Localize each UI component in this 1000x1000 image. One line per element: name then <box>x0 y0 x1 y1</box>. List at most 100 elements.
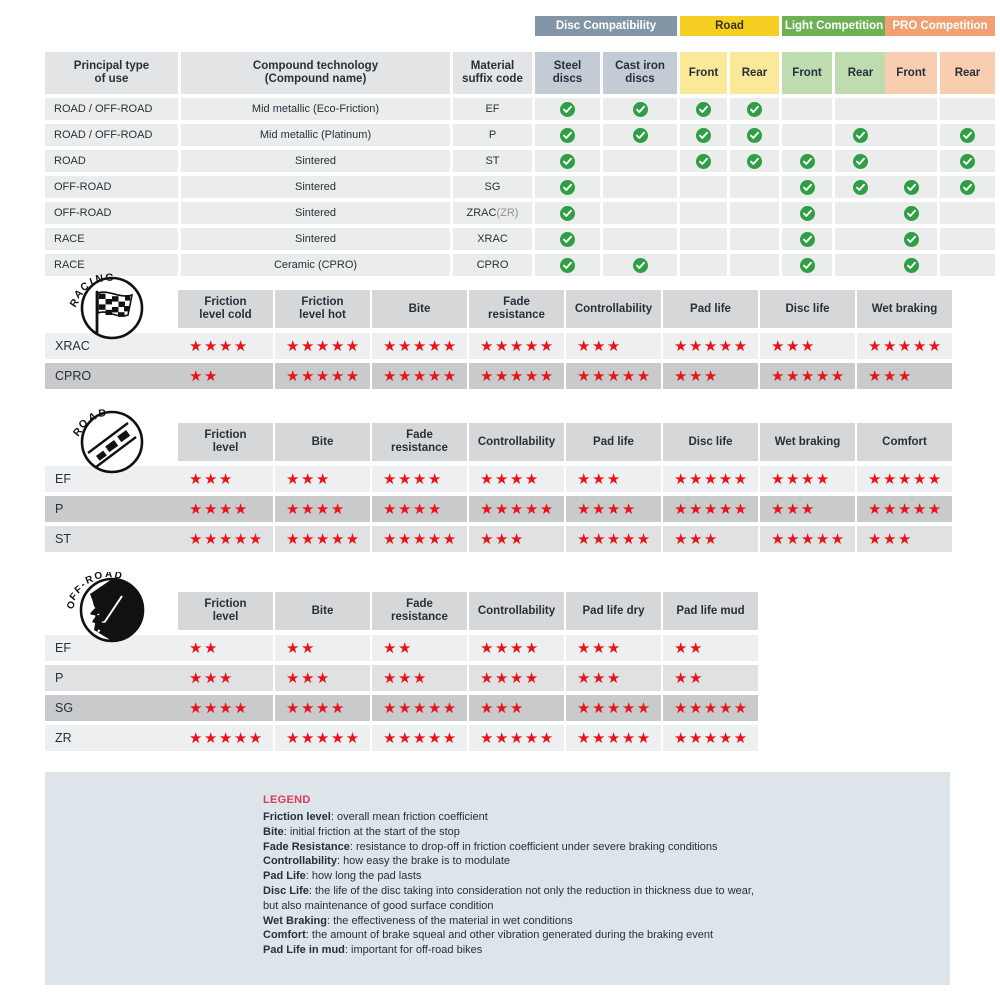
rating-stars-cell: ★★★ <box>857 363 952 389</box>
compat-check-cell <box>603 98 677 120</box>
compat-check-cell <box>535 124 600 146</box>
star-rating: ★★★★★ <box>868 337 943 355</box>
compat-code: SG <box>453 176 532 198</box>
legend-entry-3: Controllability: how easy the brake is t… <box>263 855 510 868</box>
rating-stars-cell: ★★★★★ <box>760 526 855 552</box>
compat-code: P <box>453 124 532 146</box>
compat-use: OFF-ROAD <box>45 176 178 198</box>
compat-code: CPRO <box>453 254 532 276</box>
compat-check-cell <box>535 176 600 198</box>
compat-check-cell <box>835 124 886 146</box>
star-rating: ★★★★ <box>286 699 346 717</box>
compat-check-cell <box>603 228 677 250</box>
rating-row-label: CPRO <box>45 363 178 389</box>
star-rating: ★★★★★ <box>674 729 749 747</box>
rating-stars-cell: ★★★★ <box>275 496 370 522</box>
rating-stars-cell: ★★★★★ <box>275 333 370 359</box>
check-icon <box>960 179 975 195</box>
compat-check-cell <box>782 228 832 250</box>
compat-check-cell <box>680 124 727 146</box>
compat-check-cell <box>885 176 937 198</box>
compat-header-2: Material suffix code <box>453 52 532 94</box>
rating-header-0: Friction level <box>178 592 273 630</box>
rating-stars-cell: ★★★ <box>469 695 564 721</box>
rating-stars-cell: ★★★★ <box>372 496 467 522</box>
check-icon <box>799 257 815 273</box>
rating-header-4: Pad life dry <box>566 592 661 630</box>
rating-header-7: Comfort <box>857 423 952 461</box>
star-rating: ★★★★ <box>480 669 540 687</box>
check-icon <box>799 205 815 221</box>
road-surface-icon: R O A D <box>71 407 144 474</box>
compat-check-cell <box>835 176 886 198</box>
compat-check-cell <box>940 176 995 198</box>
compat-check-cell <box>680 150 727 172</box>
rating-stars-cell: ★★★ <box>857 526 952 552</box>
rating-header-6: Disc life <box>760 290 855 328</box>
compat-use: ROAD / OFF-ROAD <box>45 124 178 146</box>
compat-check-cell <box>782 176 832 198</box>
compat-check-cell <box>835 202 886 224</box>
rating-stars-cell: ★★ <box>178 363 273 389</box>
compat-check-cell <box>730 202 779 224</box>
svg-text:D: D <box>98 407 108 420</box>
rating-header-5: Pad life mud <box>663 592 758 630</box>
rating-stars-cell: ★★ <box>178 635 273 661</box>
compat-header-5: Front <box>680 52 727 94</box>
star-rating: ★★★ <box>286 470 331 488</box>
star-rating: ★★★ <box>771 500 816 518</box>
racing-badge: R A C I N G <box>66 272 150 342</box>
rating-stars-cell: ★★★★★ <box>663 466 758 492</box>
compat-header-9: Front <box>885 52 937 94</box>
compat-check-cell <box>782 150 832 172</box>
compat-check-cell <box>603 176 677 198</box>
checkered-flag-icon: R A C I N G <box>68 272 144 340</box>
star-rating: ★★★★★ <box>480 367 555 385</box>
check-icon <box>696 127 711 143</box>
check-icon <box>632 101 648 117</box>
rating-stars-cell: ★★★★★ <box>566 526 661 552</box>
rating-stars-cell: ★★★★ <box>760 466 855 492</box>
rating-header-1: Bite <box>275 423 370 461</box>
rating-row-label: P <box>45 496 178 522</box>
star-rating: ★★★ <box>189 470 234 488</box>
rating-stars-cell: ★★★★★ <box>372 725 467 751</box>
rating-stars-cell: ★★★ <box>663 363 758 389</box>
rating-stars-cell: ★★★★ <box>469 635 564 661</box>
rating-stars-cell: ★★★★★ <box>469 725 564 751</box>
compat-code: EF <box>453 98 532 120</box>
compat-check-cell <box>782 254 832 276</box>
compat-check-cell <box>885 124 937 146</box>
star-rating: ★★★ <box>286 669 331 687</box>
star-rating: ★★★★★ <box>674 699 749 717</box>
rating-stars-cell: ★★★★★ <box>857 466 952 492</box>
compat-check-cell <box>835 254 886 276</box>
legend-entry-8: Comfort: the amount of brake squeal and … <box>263 929 714 942</box>
star-rating: ★★★★ <box>189 337 249 355</box>
check-icon <box>696 153 711 169</box>
star-rating: ★★★★★ <box>577 367 652 385</box>
rating-header-0: Friction level cold <box>178 290 273 328</box>
rating-header-5: Disc life <box>663 423 758 461</box>
compat-check-cell <box>940 202 995 224</box>
star-rating: ★★★★★ <box>286 729 361 747</box>
compat-check-cell <box>730 254 779 276</box>
star-rating: ★★ <box>674 669 704 687</box>
compat-use: RACE <box>45 254 178 276</box>
compat-check-cell <box>782 124 832 146</box>
rating-stars-cell: ★★★★★ <box>857 333 952 359</box>
rating-header-3: Controllability <box>469 592 564 630</box>
road-badge: R O A D <box>66 405 150 475</box>
star-rating: ★★★★★ <box>286 367 361 385</box>
compat-check-cell <box>730 228 779 250</box>
rating-header-7: Wet braking <box>857 290 952 328</box>
rating-header-3: Controllability <box>469 423 564 461</box>
star-rating: ★★★ <box>577 470 622 488</box>
compat-check-cell <box>535 98 600 120</box>
compat-check-cell <box>940 228 995 250</box>
star-rating: ★★★★★ <box>286 530 361 548</box>
check-icon <box>560 257 575 273</box>
legend-entry-2: Fade Resistance: resistance to drop-off … <box>263 840 718 853</box>
rating-stars-cell: ★★★ <box>566 333 661 359</box>
rating-header-5: Pad life <box>663 290 758 328</box>
